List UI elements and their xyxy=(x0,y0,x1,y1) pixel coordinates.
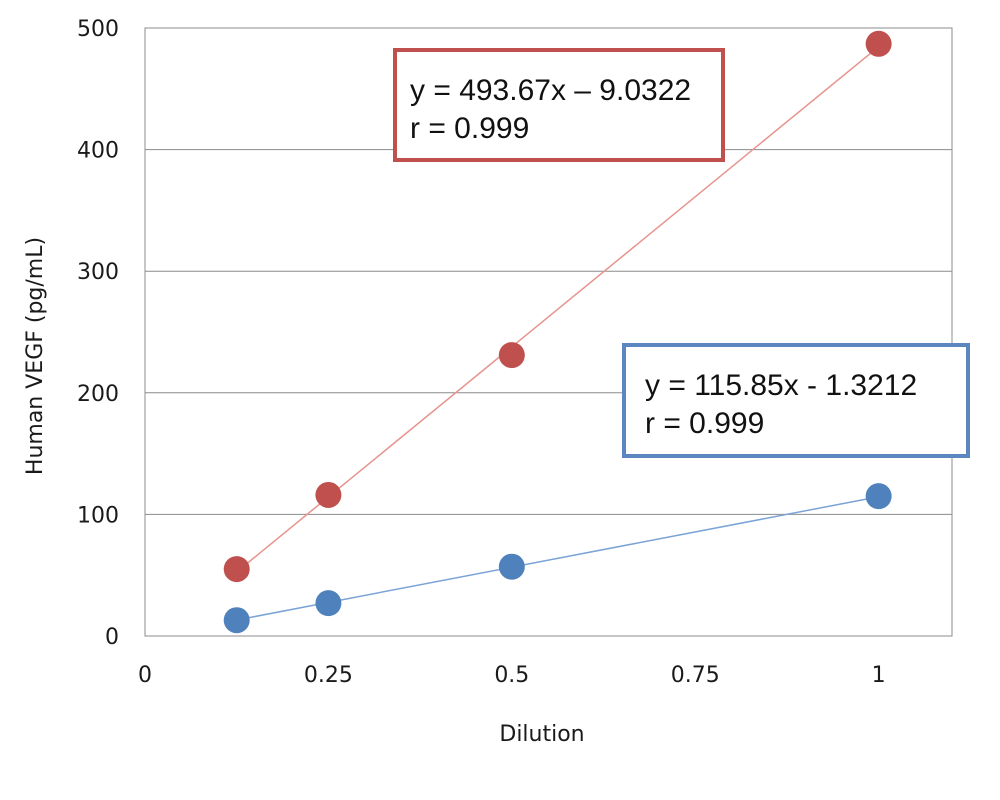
y-tick-label: 0 xyxy=(105,625,119,650)
red-equation-label: y = 493.67x – 9.0322 xyxy=(410,74,691,107)
red-annotation-box xyxy=(393,48,725,162)
blue-series-trendline xyxy=(236,495,879,621)
x-tick-label: 0.25 xyxy=(304,663,353,688)
red-series-point xyxy=(315,481,342,508)
y-tick-label: 200 xyxy=(77,382,119,407)
y-tick-label: 400 xyxy=(77,139,119,164)
blue-annotation-box xyxy=(622,343,970,458)
x-tick-label: 1 xyxy=(872,663,886,688)
blue-r-label: r = 0.999 xyxy=(645,407,764,440)
y-tick-label: 100 xyxy=(77,503,119,528)
red-r-label: r = 0.999 xyxy=(410,112,529,145)
y-axis-title: Human VEGF (pg/mL) xyxy=(23,237,48,475)
blue-series-point xyxy=(315,590,342,617)
y-tick-label: 300 xyxy=(77,260,119,285)
blue-equation-label: y = 115.85x - 1.3212 xyxy=(645,369,917,402)
data-points xyxy=(223,30,892,634)
blue-series-point xyxy=(865,483,892,510)
red-series-point xyxy=(223,556,250,583)
y-tick-label: 500 xyxy=(77,17,119,42)
blue-fit-annotation: y = 115.85x - 1.3212 r = 0.999 xyxy=(622,343,970,458)
x-tick-label: 0.75 xyxy=(671,663,720,688)
red-series-point xyxy=(865,30,892,57)
red-series-point xyxy=(498,342,525,369)
x-tick-label: 0 xyxy=(138,663,152,688)
series-lines xyxy=(236,46,880,621)
blue-series-point xyxy=(223,607,250,634)
tick-labels: 0 100 200 300 400 500 0 0.25 0.5 0.75 1 xyxy=(77,17,886,688)
red-fit-annotation: y = 493.67x – 9.0322 r = 0.999 xyxy=(393,48,725,162)
red-series-trendline xyxy=(236,46,880,573)
blue-series-point xyxy=(498,553,525,580)
plot-area-frame xyxy=(144,27,953,637)
x-tick-label: 0.5 xyxy=(494,663,529,688)
x-axis-title: Dilution xyxy=(499,722,584,747)
